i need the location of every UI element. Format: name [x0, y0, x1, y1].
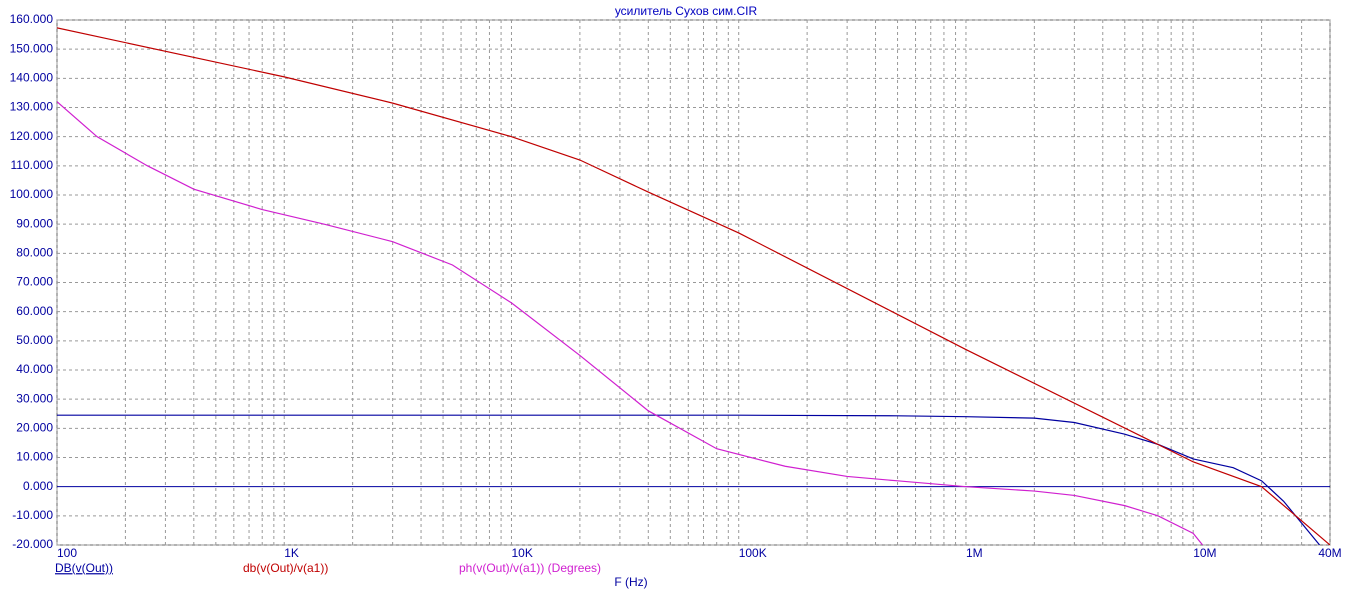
y-tick-label: 90.000 [16, 216, 53, 230]
x-axis-label: F (Hz) [614, 575, 647, 589]
y-tick-label: 110.000 [11, 158, 54, 172]
y-tick-label: 50.000 [16, 333, 53, 347]
y-tick-label: 100.000 [10, 187, 54, 201]
y-tick-label: 60.000 [16, 304, 53, 318]
x-tick-label: 1M [966, 546, 983, 560]
y-tick-label: 70.000 [16, 275, 53, 289]
y-tick-label: 0.000 [23, 479, 53, 493]
y-tick-label: 20.000 [16, 421, 53, 435]
x-tick-label: 100K [739, 546, 767, 560]
legend-entry: ph(v(Out)/v(a1)) (Degrees) [459, 561, 601, 575]
y-tick-label: 130.000 [10, 100, 54, 114]
y-tick-label: 160.000 [10, 12, 54, 26]
x-tick-label: 10K [511, 546, 532, 560]
y-tick-label: 80.000 [16, 246, 53, 260]
x-tick-label: 100 [57, 546, 77, 560]
y-tick-label: 30.000 [16, 391, 53, 405]
series-line [57, 101, 1204, 545]
y-tick-label: 120.000 [10, 129, 54, 143]
y-tick-label: -10.000 [12, 508, 53, 522]
legend-entry: db(v(Out)/v(a1)) [243, 561, 328, 575]
y-tick-label: 40.000 [16, 362, 53, 376]
x-tick-label: 40M [1318, 546, 1341, 560]
x-tick-label: 1K [284, 546, 299, 560]
legend-entry: DB(v(Out)) [55, 561, 113, 575]
y-tick-label: 10.000 [16, 450, 53, 464]
y-tick-label: -20.000 [12, 537, 53, 551]
x-tick-label: 10M [1193, 546, 1216, 560]
series-line [57, 27, 1330, 545]
series-line [57, 414, 1321, 545]
chart-title: усилитель Сухов сим.CIR [615, 4, 758, 18]
y-tick-label: 140.000 [10, 71, 54, 85]
y-tick-label: 150.000 [10, 41, 54, 55]
